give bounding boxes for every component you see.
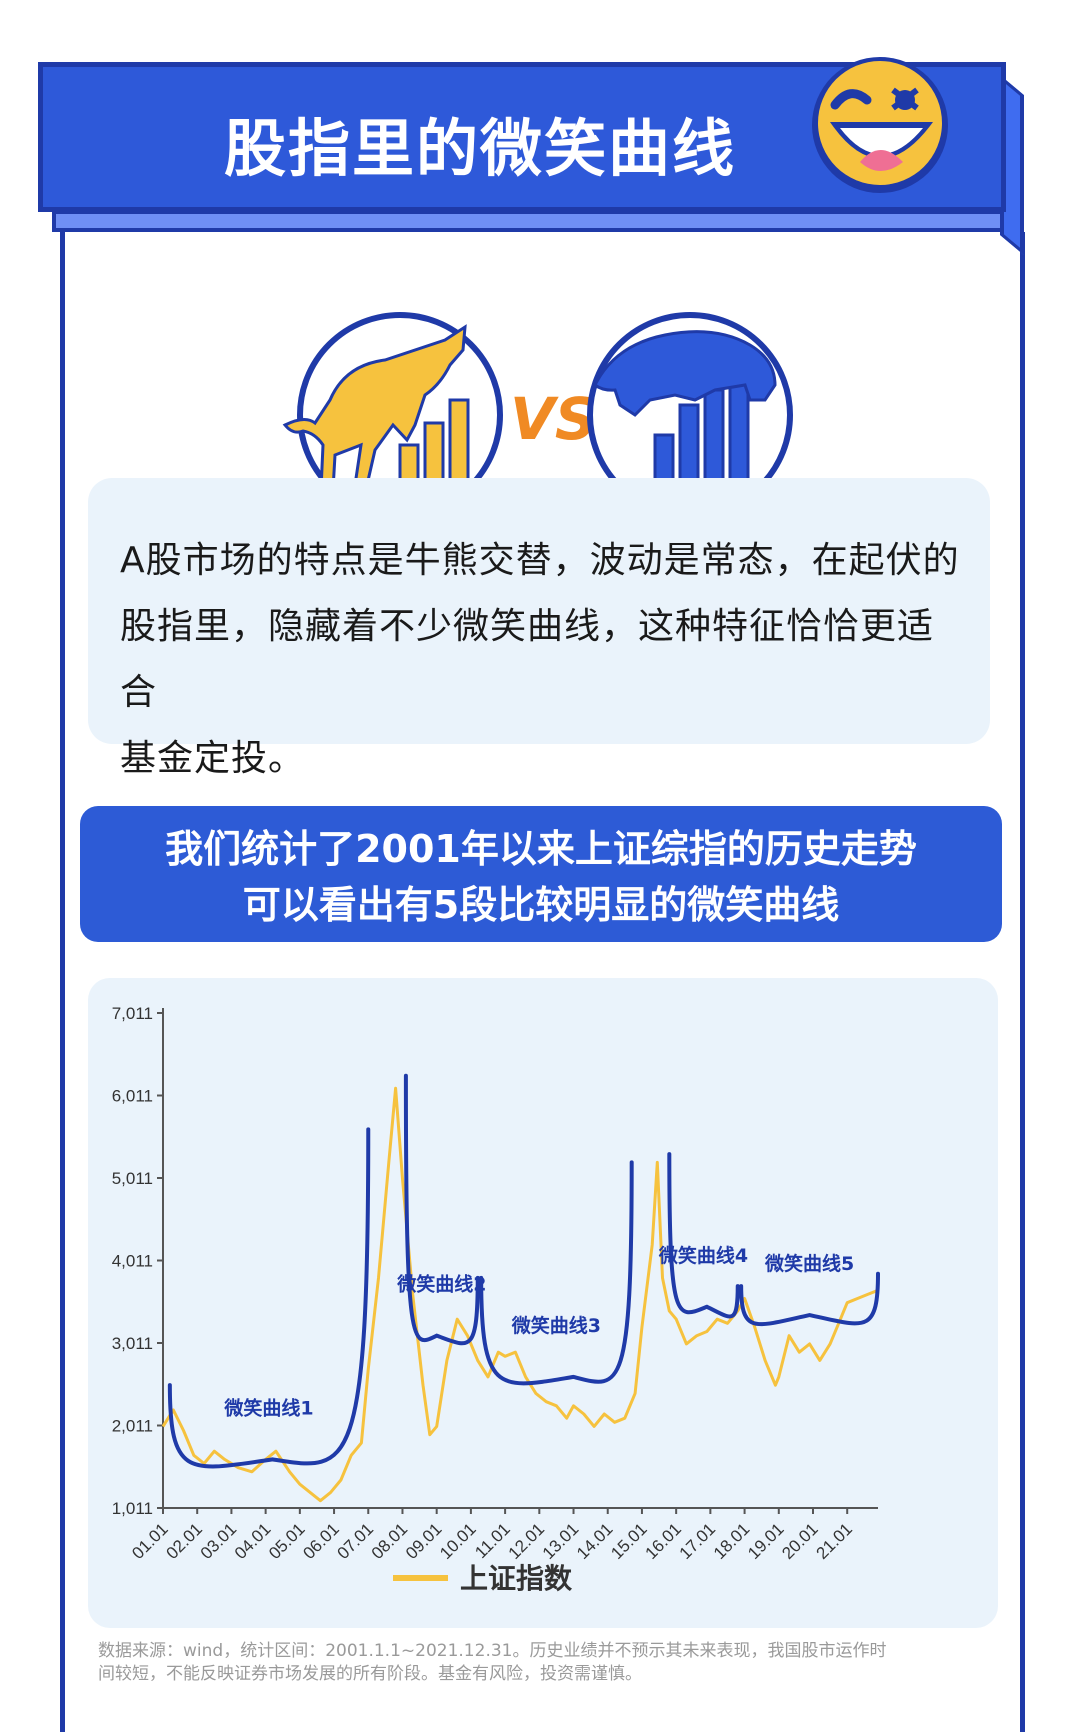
banner-bottom-edge	[52, 210, 1017, 232]
smile-curve-4	[667, 1152, 740, 1319]
y-tick-label: 4,011	[112, 1252, 153, 1271]
smile-curve-label: 微笑曲线5	[764, 1252, 854, 1275]
x-tick-label: 13.01	[539, 1519, 583, 1563]
x-tick-label: 02.01	[163, 1519, 207, 1563]
smile-curve-3	[479, 1160, 634, 1386]
y-tick-label: 6,011	[112, 1087, 153, 1106]
stat-line-2: 可以看出有5段比较明显的微笑曲线	[242, 883, 840, 927]
y-tick-label: 7,011	[112, 1004, 153, 1023]
page-title: 股指里的微笑曲线	[223, 112, 736, 185]
x-tick-label: 16.01	[641, 1519, 685, 1563]
x-tick-label: 06.01	[299, 1519, 343, 1563]
x-tick-label: 04.01	[231, 1519, 275, 1563]
x-tick-label: 12.01	[505, 1519, 549, 1563]
smile-curve-label: 微笑曲线4	[658, 1244, 748, 1267]
intro-panel	[88, 478, 990, 744]
footnote-line: 数据来源：wind，统计区间：2001.1.1~2021.12.31。历史业绩并…	[98, 1641, 887, 1661]
smile-curve-label: 微笑曲线1	[223, 1396, 313, 1419]
smile-curve-2	[403, 1073, 480, 1346]
x-tick-label: 09.01	[402, 1519, 446, 1563]
x-tick-label: 08.01	[368, 1519, 412, 1563]
smile-curve-1	[167, 1127, 371, 1469]
y-tick-label: 5,011	[112, 1169, 153, 1188]
laughing-face-icon	[812, 57, 948, 193]
intro-line: A股市场的特点是牛熊交替，波动是常态，在起伏的	[120, 540, 960, 581]
y-tick-label: 2,011	[112, 1417, 153, 1436]
x-tick-label: 17.01	[676, 1519, 720, 1563]
stat-line-1: 我们统计了2001年以来上证综指的历史走势	[165, 827, 917, 871]
vs-label: VS	[510, 385, 597, 453]
stat-panel	[80, 806, 1002, 942]
x-tick-label: 05.01	[265, 1519, 309, 1563]
smile-curve-label: 微笑曲线2	[396, 1273, 486, 1296]
x-tick-label: 19.01	[744, 1519, 788, 1563]
footnote-line: 间较短，不能反映证券市场发展的所有阶段。基金有风险，投资需谨慎。	[98, 1664, 642, 1684]
series-line-shanghai-index	[161, 1086, 879, 1503]
x-tick-label: 21.01	[813, 1519, 857, 1563]
footnote: 数据来源：wind，统计区间：2001.1.1~2021.12.31。历史业绩并…	[98, 1640, 998, 1686]
x-tick-label: 20.01	[778, 1519, 822, 1563]
intro-line: 股指里，隐藏着不少微笑曲线，这种特征恰恰更适合	[120, 606, 935, 713]
y-tick-label: 1,011	[112, 1499, 153, 1518]
intro-text: A股市场的特点是牛熊交替，波动是常态，在起伏的 股指里，隐藏着不少微笑曲线，这种…	[120, 528, 970, 792]
x-tick-label: 01.01	[128, 1519, 172, 1563]
x-tick-label: 15.01	[607, 1519, 651, 1563]
smile-curve-label: 微笑曲线3	[511, 1314, 601, 1337]
index-chart: 1,011 2,011 3,011 4,011 5,011 6,011 7,011 01.01…	[112, 1004, 880, 1595]
x-tick-label: 07.01	[334, 1519, 378, 1563]
x-tick-label: 10.01	[436, 1519, 480, 1563]
x-tick-label: 14.01	[573, 1519, 617, 1563]
x-tick-label: 11.01	[471, 1519, 514, 1562]
x-tick-label: 18.01	[710, 1519, 754, 1563]
legend-label: 上证指数	[460, 1562, 573, 1595]
intro-line: 基金定投。	[120, 738, 306, 779]
smile-curve-5	[739, 1271, 880, 1326]
y-tick-label: 3,011	[112, 1334, 153, 1353]
x-tick-label: 03.01	[197, 1519, 241, 1563]
